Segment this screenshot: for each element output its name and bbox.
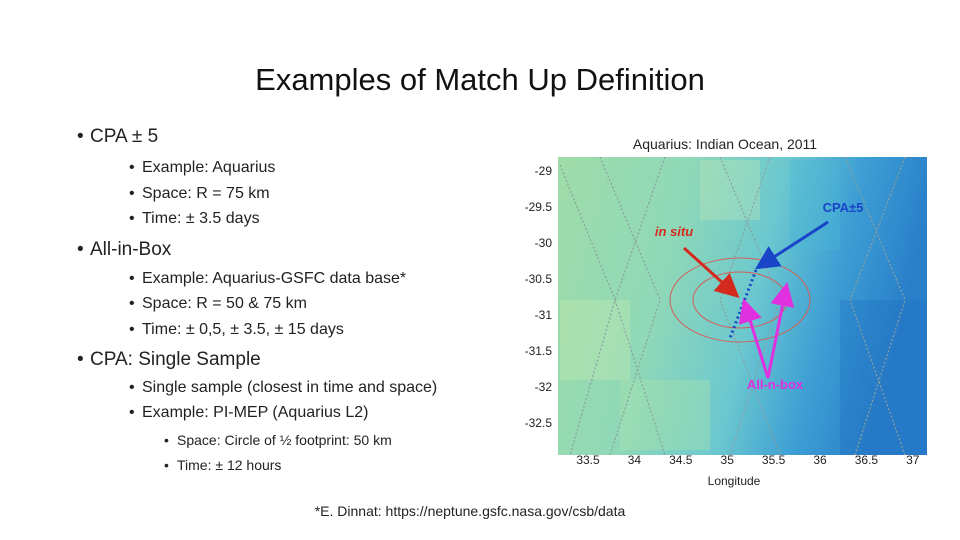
figure-title: Aquarius: Indian Ocean, 2011 xyxy=(633,136,817,152)
sub-bullet: Time: ± 0,5, ± 3.5, ± 15 days xyxy=(129,322,344,339)
y-tick-label: -30 xyxy=(535,236,553,250)
sub-bullet: Example: PI-MEP (Aquarius L2) xyxy=(129,405,368,422)
arrow xyxy=(766,282,795,379)
annotation: in situ xyxy=(655,224,693,239)
arrow xyxy=(754,220,829,270)
axis-ticks: -29 -29.5 -30 -30.5 -31 -31.5 -32 -32.5 33.5 34 34… xyxy=(525,164,920,467)
y-tick-label: -31.5 xyxy=(525,344,553,358)
sub-bullet: Example: Aquarius-GSFC data base* xyxy=(129,271,406,288)
x-tick-label: 34 xyxy=(628,453,642,467)
bullet: CPA: Single Sample xyxy=(77,350,261,369)
footnote: *E. Dinnat: https://neptune.gsfc.nasa.go… xyxy=(314,503,626,519)
sub-sub-bullet: Space: Circle of ½ footprint: 50 km xyxy=(164,433,392,447)
x-tick-label: 33.5 xyxy=(576,453,600,467)
sub-bullet: Example: Aquarius xyxy=(129,160,275,177)
bullet: CPA ± 5 xyxy=(77,127,158,146)
sub-bullet: Space: R = 50 & 75 km xyxy=(129,296,307,313)
y-tick-label: -29 xyxy=(535,164,553,178)
x-tick-label: 35.5 xyxy=(762,453,786,467)
x-tick-label: 37 xyxy=(906,453,920,467)
y-tick-label: -29.5 xyxy=(525,200,553,214)
x-tick-label: 36.5 xyxy=(855,453,879,467)
arrow xyxy=(738,298,770,379)
arrow xyxy=(682,246,740,299)
annotation: CPA±5 xyxy=(823,200,864,215)
slide-title: Examples of Match Up Definition xyxy=(255,62,705,97)
sub-bullet: Time: ± 3.5 days xyxy=(129,211,260,228)
bullet: All-in-Box xyxy=(77,240,171,259)
y-tick-label: -31 xyxy=(535,308,553,322)
x-tick-label: 36 xyxy=(813,453,827,467)
y-tick-label: -32 xyxy=(535,380,553,394)
map-texture xyxy=(560,160,927,455)
x-tick-label: 35 xyxy=(721,453,735,467)
x-tick-label: 34.5 xyxy=(669,453,693,467)
y-tick-label: -32.5 xyxy=(525,416,553,430)
sub-bullet: Space: R = 75 km xyxy=(129,186,270,203)
sub-bullet: Single sample (closest in time and space… xyxy=(129,380,437,397)
swath-lines xyxy=(559,156,906,456)
annotation: All-n-box xyxy=(747,377,804,392)
circle-75km xyxy=(669,257,811,343)
x-axis-label: Longitude xyxy=(708,474,761,488)
y-tick-label: -30.5 xyxy=(525,272,553,286)
sub-sub-bullet: Time: ± 12 hours xyxy=(164,458,281,472)
